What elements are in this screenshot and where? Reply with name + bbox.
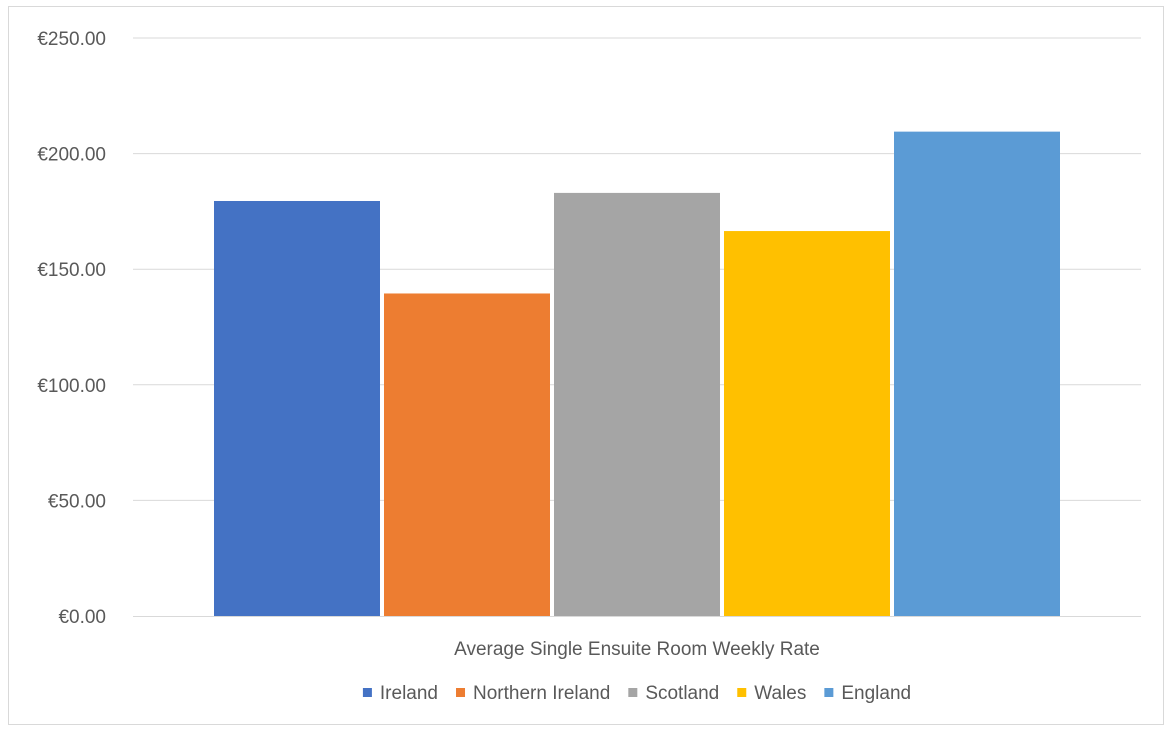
bar-chart: €0.00 €50.00 €100.00 €150.00 €200.00 €250.00 A… [37, 29, 1141, 704]
bar-ireland [214, 200, 380, 616]
y-tick-label: €100.00 [37, 376, 106, 397]
chart-area: €0.00 €50.00 €100.00 €150.00 €200.00 €250.00 A… [8, 6, 1164, 725]
legend-label: Ireland [380, 683, 438, 704]
legend-label: England [841, 683, 911, 704]
bar-northern-ireland [384, 293, 550, 616]
y-tick-label: €150.00 [37, 260, 106, 281]
bar-scotland [554, 192, 720, 617]
legend-swatch-england [824, 688, 834, 697]
y-tick-label: €0.00 [58, 607, 106, 628]
x-category-label: Average Single Ensuite Room Weekly Rate [454, 639, 820, 660]
legend-label: Wales [754, 683, 806, 704]
bar-england [894, 131, 1060, 617]
y-tick-label: €250.00 [37, 29, 106, 50]
legend-swatch-wales [737, 688, 747, 697]
legend-swatch-northern-ireland [456, 688, 466, 697]
legend-label: Scotland [645, 683, 719, 704]
legend-swatch-ireland [362, 688, 372, 697]
legend-label: Northern Ireland [473, 683, 610, 704]
legend-swatch-scotland [628, 688, 638, 697]
y-tick-label: €200.00 [37, 145, 106, 166]
bar-wales [724, 231, 890, 616]
y-tick-label: €50.00 [48, 491, 106, 512]
